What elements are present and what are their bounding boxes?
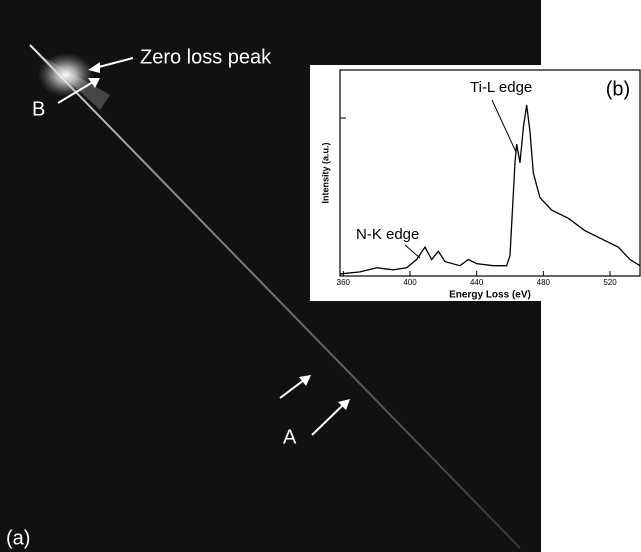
arrowhead	[88, 78, 100, 88]
leader-line	[404, 244, 421, 259]
arrow	[279, 379, 305, 399]
label-a: A	[283, 426, 297, 448]
x-tick-label: 440	[470, 278, 484, 287]
annotation: N-K edge	[356, 226, 419, 243]
arrowhead	[338, 399, 350, 410]
arrow	[57, 81, 94, 104]
arrowhead	[299, 375, 311, 386]
inset-background	[310, 65, 641, 301]
arrows	[57, 57, 350, 436]
x-tick-label: 520	[603, 278, 617, 287]
x-tick-label: 480	[537, 278, 551, 287]
arrow	[311, 404, 344, 436]
y-axis-label: Intensity (a.u.)	[320, 142, 330, 203]
spectrum-line	[339, 104, 641, 275]
x-axis-label: Energy Loss (eV)	[449, 290, 531, 301]
x-tick-label: 360	[337, 278, 351, 287]
panel-label: (b)	[606, 78, 630, 100]
leader-line	[491, 99, 517, 153]
arrowhead	[88, 62, 100, 73]
label-b: B	[32, 98, 45, 120]
annotation: Ti-L edge	[470, 79, 532, 96]
zero-loss-glow	[38, 53, 94, 97]
inset-chart: Intensity (a.u.) Energy Loss (eV) (b) Ti…	[320, 69, 641, 301]
streak	[29, 44, 521, 549]
arrow	[94, 57, 134, 69]
plot-frame	[339, 69, 641, 277]
panel-label: (a)	[6, 527, 30, 549]
zero-loss-label: Zero loss peak	[140, 46, 272, 68]
x-tick-label: 400	[403, 278, 417, 287]
